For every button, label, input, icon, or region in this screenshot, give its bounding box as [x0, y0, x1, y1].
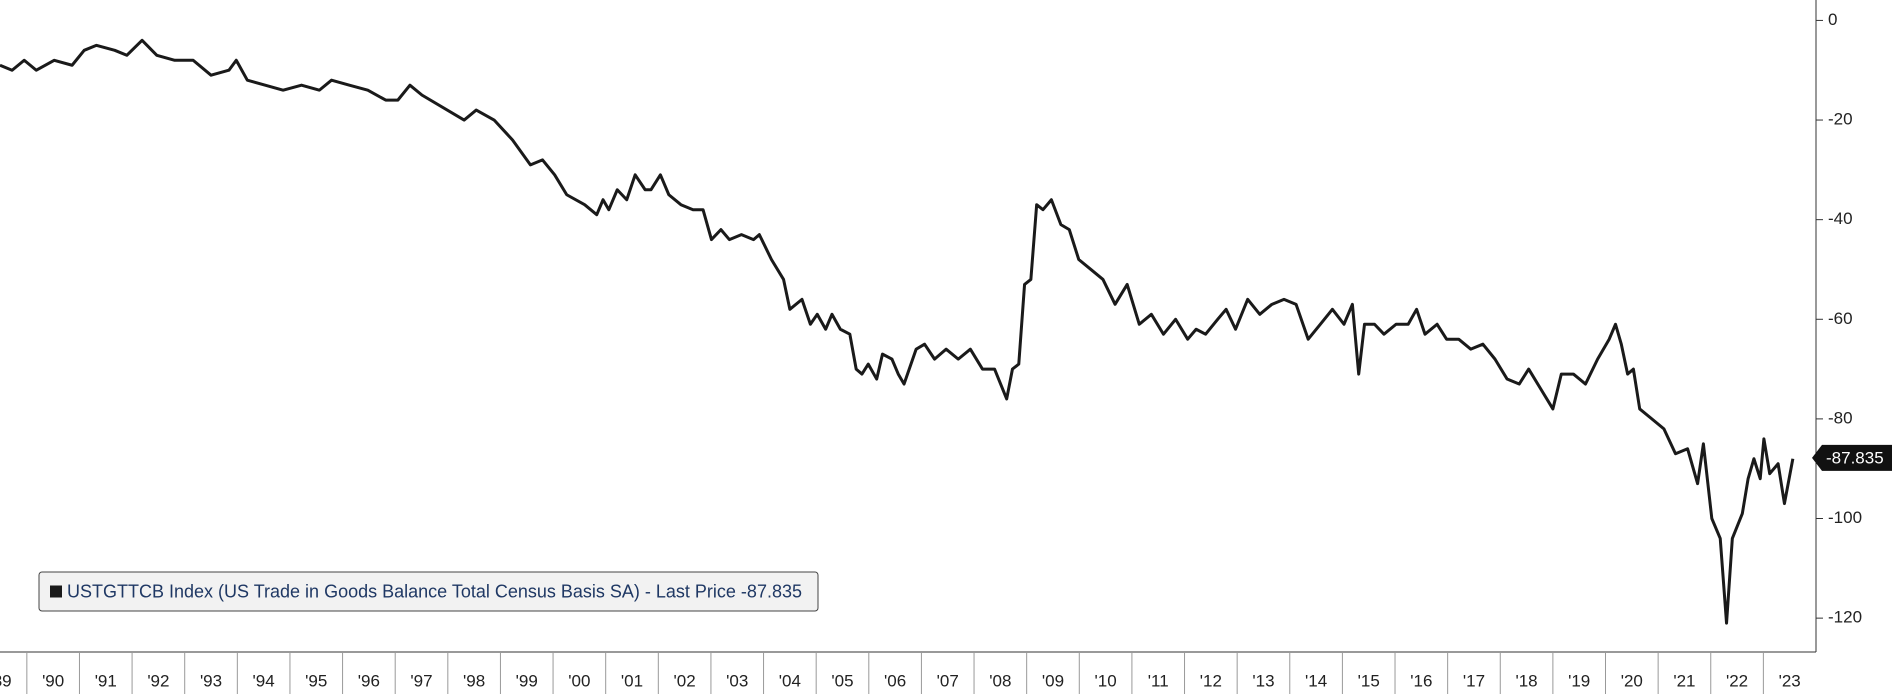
last-price-box — [1812, 444, 1892, 471]
x-tick-label: '22 — [1726, 671, 1748, 690]
x-tick-label: '05 — [831, 671, 853, 690]
legend-box — [38, 571, 819, 612]
x-tick-label: '04 — [779, 671, 801, 690]
x-tick-label: '12 — [1200, 671, 1222, 690]
x-tick-label: '23 — [1779, 671, 1801, 690]
x-tick-label: '06 — [884, 671, 906, 690]
x-tick-label: '97 — [410, 671, 432, 690]
x-tick-label: '14 — [1305, 671, 1327, 690]
x-tick-label: '00 — [568, 671, 590, 690]
last-price-tag: -87.835 — [1812, 444, 1892, 471]
legend: USTGTTCB Index (US Trade in Goods Balanc… — [38, 571, 819, 612]
y-tick-label: -40 — [1828, 209, 1853, 228]
x-tick-label: '21 — [1673, 671, 1695, 690]
x-tick-label: '94 — [253, 671, 275, 690]
x-tick-label: '90 — [42, 671, 64, 690]
y-tick-label: -60 — [1828, 309, 1853, 328]
x-tick-label: '02 — [674, 671, 696, 690]
x-tick-label: '11 — [1148, 671, 1169, 690]
y-tick-label: -20 — [1828, 110, 1853, 129]
x-tick-label: '19 — [1568, 671, 1590, 690]
x-tick-label: '10 — [1095, 671, 1117, 690]
x-tick-label: '09 — [1042, 671, 1064, 690]
x-tick-label: '13 — [1252, 671, 1274, 690]
x-tick-label: '93 — [200, 671, 222, 690]
x-tick-label: '98 — [463, 671, 485, 690]
x-tick-label: '92 — [147, 671, 169, 690]
x-tick-label: '15 — [1358, 671, 1380, 690]
last-price-label: -87.835 — [1826, 448, 1884, 467]
y-tick-label: -100 — [1828, 508, 1862, 527]
x-tick-label: '03 — [726, 671, 748, 690]
x-tick-label: '17 — [1463, 671, 1485, 690]
x-tick-label: '95 — [305, 671, 327, 690]
x-tick-label: '08 — [989, 671, 1011, 690]
y-tick-label: 0 — [1828, 10, 1837, 29]
x-tick-label: '16 — [1410, 671, 1432, 690]
legend-swatch — [50, 585, 62, 598]
y-tick-label: -120 — [1828, 608, 1862, 627]
x-tick-label: '91 — [95, 671, 117, 690]
x-tick-label: '20 — [1621, 671, 1643, 690]
x-tick-label: '89 — [0, 671, 12, 690]
x-tick-label: '96 — [358, 671, 380, 690]
legend-label: USTGTTCB Index (US Trade in Goods Balanc… — [67, 581, 802, 601]
x-tick-label: '99 — [516, 671, 538, 690]
x-tick-label: '18 — [1515, 671, 1537, 690]
x-tick-label: '07 — [937, 671, 959, 690]
y-tick-label: -80 — [1828, 408, 1853, 427]
data-line — [0, 38, 1795, 625]
x-tick-label: '01 — [621, 671, 643, 690]
